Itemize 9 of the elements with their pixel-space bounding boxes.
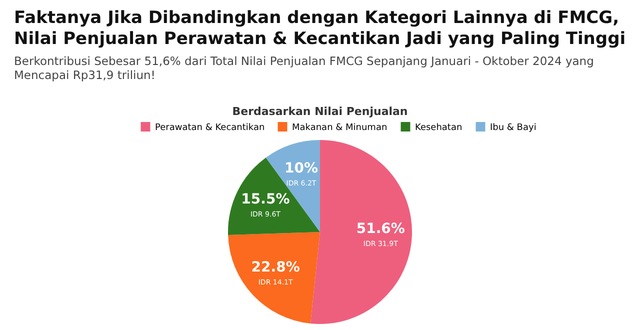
pie-slice <box>228 232 320 324</box>
legend-label: Kesehatan <box>415 122 462 133</box>
legend-label: Makanan & Minuman <box>292 122 388 133</box>
pie-slice <box>228 158 320 236</box>
chart-title: Berdasarkan Nilai Penjualan <box>232 105 408 118</box>
legend-label: Ibu & Bayi <box>490 122 536 133</box>
legend-label: Perawatan & Kecantikan <box>155 122 265 133</box>
text: Faktanya Jika Dibandingkan dengan Kategori Lainnya di FMCG, Nilai Penjualan Perawatan & Kecantikan Jadi yang Paling Tinggi <box>14 8 626 50</box>
text: Berkontribusi Sebesar 51,6% dari Total Nilai Penjualan FMCG Sepanjang Januari - Oktober 2024 yang Mencapai Rp31,9 triliun! <box>14 54 595 82</box>
